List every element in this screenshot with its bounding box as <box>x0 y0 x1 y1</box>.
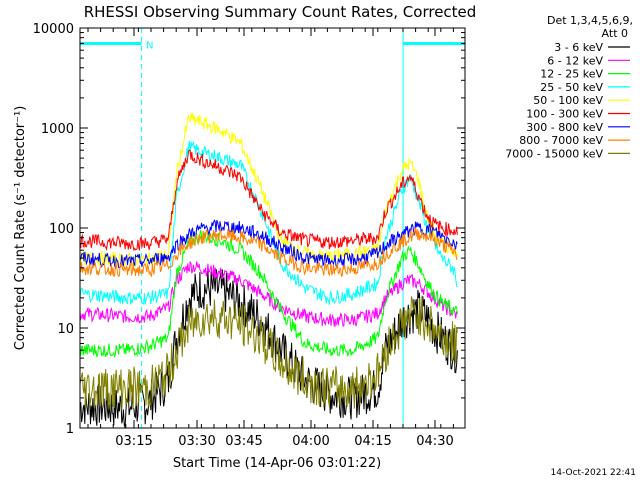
x-tick-label: 04:00 <box>292 434 329 449</box>
legend-label: 300 - 800 keV <box>526 121 603 134</box>
legend-label: 100 - 300 keV <box>526 108 603 121</box>
legend-label: 50 - 100 keV <box>533 94 603 107</box>
series-line-50-100-kev <box>79 112 458 268</box>
y-tick-label: 100 <box>49 222 74 237</box>
series-line-6-12-kev <box>79 261 458 327</box>
legend-header: Det 1,3,4,5,6,9, <box>547 14 633 27</box>
legend-label: 12 - 25 keV <box>540 68 603 81</box>
x-axis-label: Start Time (14-Apr-06 03:01:22) <box>173 456 381 471</box>
series-line-300-800-kev <box>79 219 458 270</box>
x-axis: 03:15 03:30 03:45 04:00 04:15 04:30 <box>87 28 454 449</box>
legend-label: 7000 - 15000 keV <box>505 147 603 160</box>
legend-label: 25 - 50 keV <box>540 81 603 94</box>
series-line-100-300-kev <box>79 149 458 252</box>
footer-timestamp: 14-Oct-2021 22:41 <box>551 468 636 478</box>
chart-title: RHESSI Observing Summary Count Rates, Co… <box>84 3 477 21</box>
plot-area: N <box>79 28 466 428</box>
x-tick-label: 04:30 <box>416 434 453 449</box>
y-tick-label: 1000 <box>41 122 74 137</box>
y-tick-label: 1 <box>66 422 74 437</box>
legend-label: 800 - 7000 keV <box>519 134 603 147</box>
series-line-3-6-kev <box>79 268 458 428</box>
y-tick-label: 10000 <box>33 22 74 37</box>
series-line-12-25-kev <box>79 229 458 358</box>
y-tick-label: 10 <box>57 322 74 337</box>
x-tick-label: 03:45 <box>225 434 262 449</box>
series-line-25-50-kev <box>79 140 458 305</box>
legend-header: Att 0 <box>602 27 628 40</box>
x-tick-label: 03:15 <box>115 434 152 449</box>
x-tick-label: 04:15 <box>354 434 391 449</box>
legend-label: 3 - 6 keV <box>554 41 603 54</box>
series-line-7000-15000-kev <box>79 295 458 411</box>
night-label: N <box>146 40 153 51</box>
y-axis-label: Corrected Count Rate (s⁻¹ detector⁻¹) <box>13 106 28 351</box>
series-line-800-7000-kev <box>79 227 458 278</box>
x-tick-label: 03:30 <box>178 434 215 449</box>
y-axis: 1 10 100 1000 10000 <box>33 22 465 437</box>
legend-label: 6 - 12 keV <box>547 54 603 67</box>
